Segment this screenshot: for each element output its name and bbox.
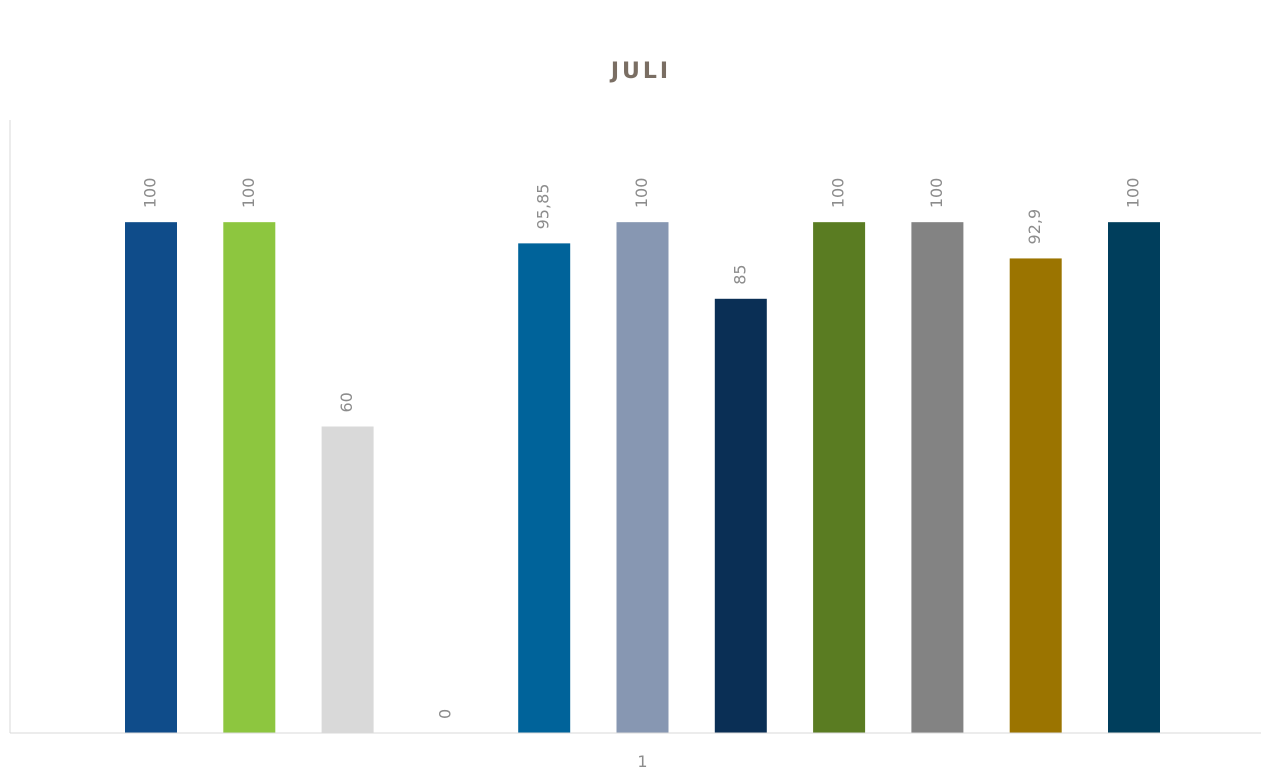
chart-title: JULI — [609, 59, 671, 84]
bar — [125, 222, 177, 733]
bar — [1108, 222, 1160, 733]
bar — [911, 222, 964, 733]
x-tick-label: 1 — [637, 752, 647, 768]
data-label: 100 — [829, 178, 848, 209]
bar — [518, 243, 571, 733]
data-label: 60 — [337, 392, 356, 412]
bar — [714, 298, 767, 733]
data-label: 92,9 — [1025, 209, 1044, 245]
bar — [321, 426, 374, 733]
data-label: 95,85 — [534, 184, 553, 230]
data-label: 100 — [927, 178, 946, 209]
data-label: 85 — [730, 264, 749, 284]
data-label: 100 — [632, 178, 651, 209]
data-label: 0 — [435, 709, 454, 719]
bar — [223, 222, 276, 733]
bar — [813, 222, 866, 733]
data-label: 100 — [141, 178, 160, 209]
bar — [1009, 258, 1062, 733]
data-label: 100 — [239, 178, 258, 209]
data-label: 100 — [1124, 178, 1143, 209]
bar — [616, 222, 669, 733]
